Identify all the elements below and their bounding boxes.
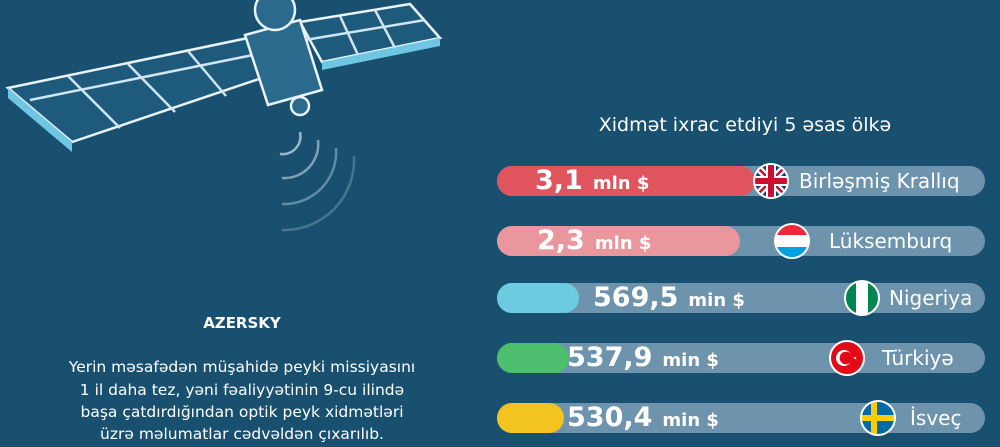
row: 2,3 mln $ Lüksemburq <box>497 223 985 259</box>
bar <box>497 283 579 313</box>
flag-sweden <box>860 400 896 436</box>
amount-value: 569,5 <box>593 282 679 313</box>
row: 3,1 mln $ Birləşmiş Krallıq <box>497 163 985 199</box>
flag-turkey <box>829 340 865 376</box>
unit: min $ <box>662 350 719 371</box>
row: 537,9 min $ Türkiyə <box>497 340 985 376</box>
bar <box>497 343 569 373</box>
row: 530,4 min $ İsveç <box>497 400 985 436</box>
amount: 569,5 min $ <box>593 280 745 319</box>
amount: 537,9 min $ <box>567 340 719 379</box>
country: Türkiyə <box>882 346 954 370</box>
row: 569,5 min $ Nigeriya <box>497 280 985 316</box>
chart-title: Xidmət ixrac etdiyi 5 əsas ölkə <box>598 114 892 136</box>
country: Lüksemburq <box>829 229 953 253</box>
amount: 530,4 min $ <box>567 400 719 439</box>
unit: min $ <box>662 410 719 431</box>
amount: 2,3 mln $ <box>537 223 651 262</box>
flag-nigeria <box>844 280 880 316</box>
amount-value: 3,1 <box>535 165 583 196</box>
bar <box>497 226 740 256</box>
amount: 3,1 mln $ <box>535 163 649 202</box>
brand: AZERSKY <box>203 314 281 332</box>
bar <box>497 403 564 433</box>
unit: mln $ <box>594 233 652 254</box>
flag-luxembourg <box>774 223 810 259</box>
unit: mln $ <box>592 173 650 194</box>
amount-value: 530,4 <box>567 402 653 433</box>
description-line: başa çatdırdığından optik peyk xidmətlər… <box>80 403 404 421</box>
unit: min $ <box>688 290 745 311</box>
description-line: üzrə məlumatlar cədvəldən çıxarılıb. <box>100 425 384 443</box>
bar <box>497 166 755 196</box>
country: Nigeriya <box>889 286 973 310</box>
flag-uk <box>753 163 789 199</box>
amount-value: 2,3 <box>537 225 585 256</box>
description-line: 1 il daha tez, yəni fəaliyyətinin 9-cu i… <box>79 381 405 399</box>
description-line: Yerin məsafədən müşahidə peyki missiyası… <box>68 358 416 376</box>
satellite-illustration <box>5 0 443 232</box>
country: Birləşmiş Krallıq <box>799 169 960 193</box>
amount-value: 537,9 <box>567 342 653 373</box>
country: İsveç <box>910 406 962 430</box>
